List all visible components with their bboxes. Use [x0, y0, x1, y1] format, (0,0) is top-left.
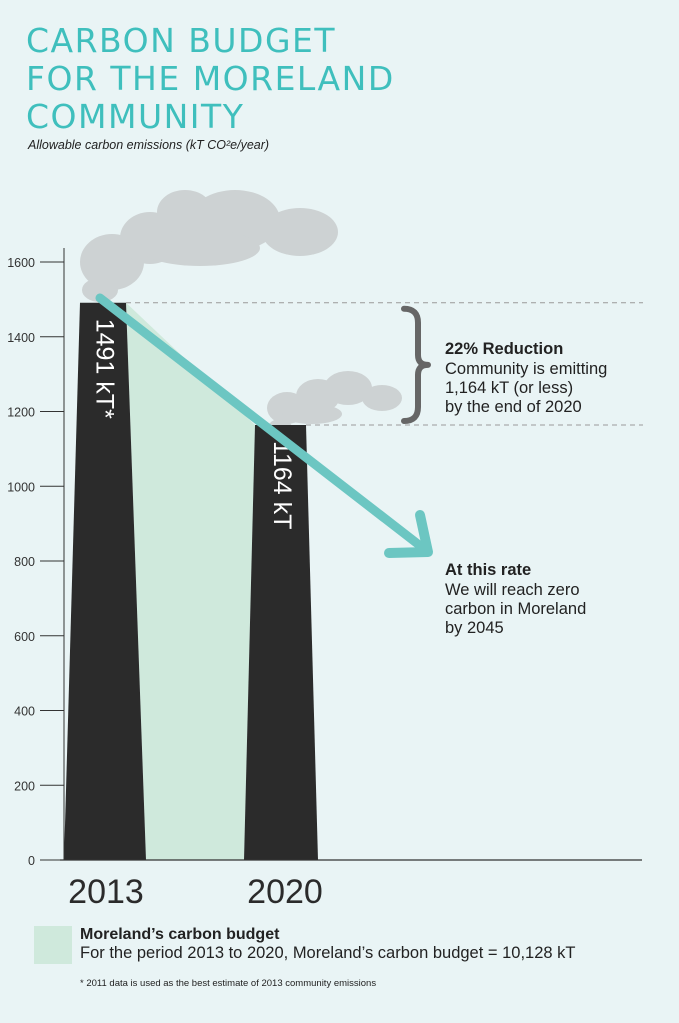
y-tick-label: 1400 [7, 331, 35, 345]
title-line-1: CARBON BUDGET [26, 21, 337, 60]
reference-lines [126, 302, 643, 426]
y-tick-label: 1000 [7, 480, 35, 494]
trend-arrow-head [384, 510, 433, 558]
annotations: 22% Reduction Community is emitting1,164 … [445, 340, 607, 637]
y-tick-label: 1600 [7, 256, 35, 270]
category-label: 2013 [68, 873, 144, 911]
annotation-heading: 22% Reduction [445, 340, 563, 358]
bar-2013 [64, 302, 146, 860]
y-tick-label: 600 [14, 630, 35, 644]
chart-title: CARBON BUDGET FOR THE MORELAND COMMUNITY [26, 22, 446, 136]
y-tick-label: 1200 [7, 406, 35, 420]
trend-arrow [95, 293, 433, 558]
chart-subtitle: Allowable carbon emissions (kT CO²e/year… [28, 138, 270, 152]
annotation-line: by 2045 [445, 619, 504, 637]
legend-swatch [34, 926, 72, 964]
y-tick-label: 200 [14, 779, 35, 793]
trend-arrow-line [95, 293, 428, 553]
title-line-3: COMMUNITY [26, 97, 245, 136]
annotation-line: Community is emitting [445, 360, 607, 378]
y-axis: 0 200 400 600 800 1000 1200 1400 1600 [7, 248, 642, 868]
bar-value-label: 1164 kT [268, 441, 296, 529]
smoke-clouds [80, 190, 402, 437]
y-tick-label: 800 [14, 555, 35, 569]
y-tick-label: 0 [28, 854, 35, 868]
y-tick-label: 400 [14, 705, 35, 719]
category-label: 2020 [247, 873, 323, 911]
annotation-heading: At this rate [445, 561, 531, 579]
annotation-line: by the end of 2020 [445, 398, 582, 416]
bar-value-label: 1491 kT* [90, 319, 118, 419]
bars: 1491 kT* 2013 1164 kT 2020 [64, 302, 323, 911]
smoke-cloud-large [80, 190, 338, 302]
title-line-2: FOR THE MORELAND [26, 59, 395, 98]
legend-title: Moreland’s carbon budget [80, 926, 280, 943]
bar-2020 [244, 424, 318, 860]
annotation-line: We will reach zero [445, 581, 580, 599]
annotation-line: carbon in Moreland [445, 600, 586, 618]
smoke-cloud-small [267, 371, 402, 437]
footnote: * 2011 data is used as the best estimate… [80, 978, 377, 989]
annotation-line: 1,164 kT (or less) [445, 379, 573, 397]
carbon-budget-area [126, 302, 255, 860]
reduction-brace-icon [401, 305, 431, 424]
legend-text: For the period 2013 to 2020, Moreland’s … [80, 944, 576, 962]
